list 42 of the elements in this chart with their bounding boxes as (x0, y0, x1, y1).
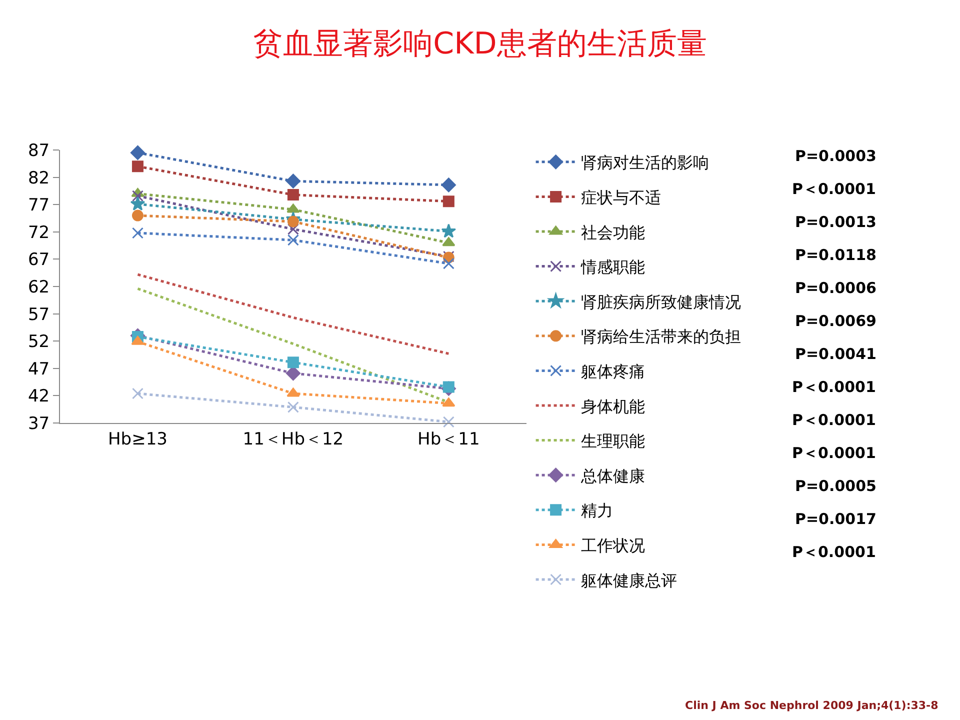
text: P＜0.0001 (792, 543, 876, 561)
text: P=0.0006 (795, 279, 876, 297)
legend-label: 工作状况 (580, 536, 645, 555)
x-tick-label: 11＜Hb＜12 (242, 429, 344, 450)
y-tick-label: 72 (28, 222, 50, 243)
legend-label: 肾病给生活带来的负担 (580, 327, 741, 346)
text: P＜0.0001 (792, 444, 876, 462)
legend-label: 社会功能 (580, 222, 645, 242)
text: P=0.0069 (795, 312, 876, 330)
text: P=0.0005 (795, 477, 876, 495)
legend-label: 肾病对生活的影响 (580, 153, 709, 172)
y-tick-label: 67 (28, 250, 50, 270)
text: P=0.0017 (795, 510, 876, 528)
y-tick-label: 82 (28, 168, 50, 188)
x-tick-label: Hb≥13 (108, 429, 168, 450)
text: P＜0.0001 (792, 180, 876, 198)
legend-label: 情感职能 (580, 258, 645, 277)
legend-label: 躯体健康总评 (580, 570, 677, 590)
text: P＜0.0001 (792, 411, 876, 429)
text: P=0.0118 (795, 246, 876, 264)
text: P=0.0013 (795, 213, 876, 231)
y-tick-label: 87 (28, 140, 50, 161)
legend-label: 躯体疼痛 (580, 362, 645, 381)
y-tick-label: 57 (28, 304, 50, 325)
legend-label: 生理职能 (580, 432, 645, 451)
legend-label: 肾脏疾病所致健康情况 (580, 292, 741, 312)
y-tick-label: 52 (28, 332, 50, 352)
y-tick-label: 62 (28, 277, 50, 298)
x-tick-label: Hb＜11 (418, 429, 480, 450)
text: P=0.0003 (795, 147, 876, 165)
y-tick-label: 77 (28, 196, 50, 216)
legend-label: 精力 (580, 501, 613, 520)
legend-label: 总体健康 (580, 466, 645, 486)
legend-label: 身体机能 (580, 396, 645, 416)
legend-label: 症状与不适 (580, 188, 661, 207)
y-tick-label: 47 (28, 359, 50, 380)
y-tick-label: 37 (28, 414, 50, 434)
chart-title: 贫血显著影响CKD患者的生活质量 (253, 26, 707, 62)
text: P＜0.0001 (792, 378, 876, 396)
text: Clin J Am Soc Nephrol 2009 Jan;4(1):33-8 (685, 699, 938, 712)
text: P=0.0041 (795, 345, 876, 363)
y-tick-label: 42 (28, 386, 50, 407)
